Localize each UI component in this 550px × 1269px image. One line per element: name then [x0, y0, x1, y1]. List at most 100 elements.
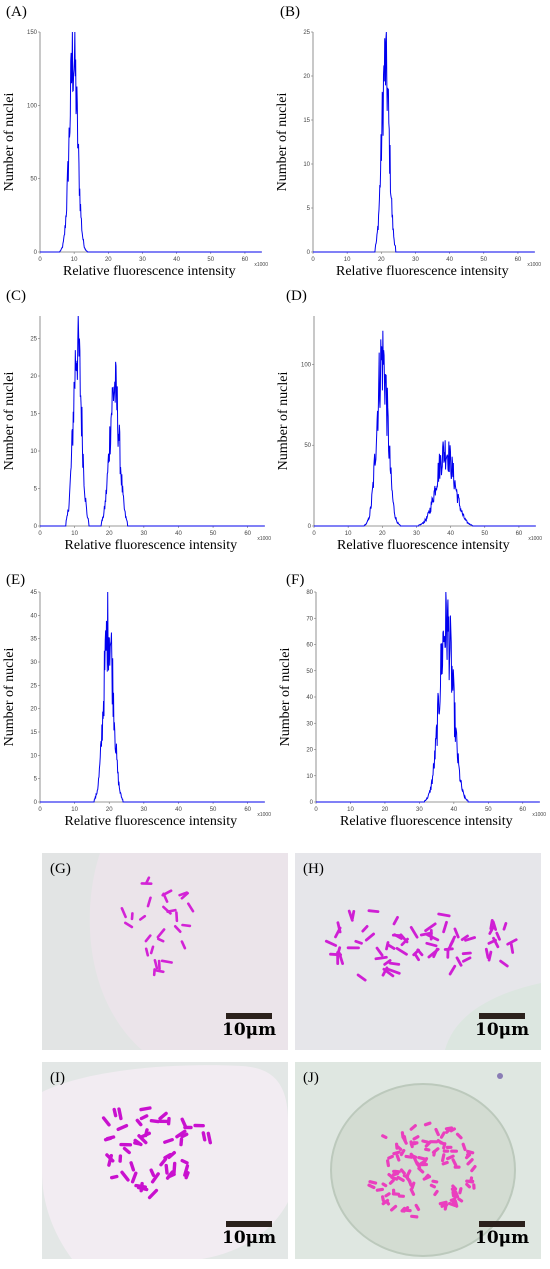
chromosome	[443, 947, 454, 951]
panel-label-g: (G)	[50, 861, 71, 877]
chromosome	[167, 1150, 177, 1160]
histogram-f: 0 10 20 30 40 50 60 x1000 0 10 20 30 40 50 60 70 80	[306, 590, 546, 818]
y-tick-label-b: 5	[307, 206, 311, 212]
chromosome	[116, 1124, 129, 1132]
chromosome	[460, 934, 469, 941]
x-tick-label-e: 50	[210, 807, 217, 813]
chromosome	[404, 1154, 414, 1159]
y-tick-label-a: 0	[34, 250, 38, 256]
chromosome	[183, 1164, 190, 1177]
chromosome	[495, 931, 501, 941]
chromosome	[399, 1148, 406, 1157]
chromosome	[414, 953, 420, 962]
series-line-a	[40, 31, 262, 253]
x-axis-label-e: Relative fluorescence intensity	[64, 814, 238, 829]
chromosome	[375, 946, 384, 957]
chromosome	[381, 1134, 388, 1140]
histogram-c-svg: 0 10 20 30 40 50 60 x1000 0 5 10 15 20 25	[30, 315, 271, 542]
chromosome	[449, 1197, 456, 1202]
y-axis-label-e: Number of nuclei	[2, 647, 17, 747]
chromosome	[405, 1169, 412, 1178]
chromosome	[492, 936, 500, 949]
chromosome	[437, 912, 451, 918]
chromosome	[412, 948, 420, 957]
chromosome	[160, 959, 173, 964]
chromosome	[139, 914, 147, 921]
chromosome	[144, 947, 150, 957]
chromosome	[103, 1136, 113, 1142]
chromosome	[424, 922, 437, 933]
chromosome	[163, 1137, 174, 1144]
chromosome	[112, 1107, 118, 1118]
chromosome	[436, 1138, 443, 1145]
chromosome	[466, 1150, 472, 1157]
chromosome	[424, 1147, 431, 1152]
x-tick-label-e: 10	[71, 807, 78, 813]
x-tick-label-c: 0	[38, 531, 42, 537]
y-tick-label-e: 0	[34, 800, 38, 806]
chromosome	[161, 889, 173, 897]
chromosome	[407, 1178, 413, 1187]
chromosome	[491, 920, 498, 931]
chromosome	[137, 1134, 148, 1145]
y-tick-label-c: 25	[30, 337, 37, 343]
panel-label-e: (E)	[6, 572, 26, 588]
chromosome	[442, 1142, 447, 1150]
scale-bar-g	[226, 1013, 272, 1019]
chromosome	[489, 919, 494, 930]
x-tick-label-d: 20	[379, 531, 386, 537]
chromosome	[206, 1131, 213, 1145]
chromosome	[387, 968, 401, 975]
axes-f	[315, 592, 540, 803]
y-tick-label-b: 25	[303, 30, 310, 36]
x-tick-label-d: 10	[345, 531, 352, 537]
series-line-b	[313, 31, 535, 253]
chromosome	[461, 956, 472, 963]
histogram-f-svg: 0 10 20 30 40 50 60 x1000 0 10 20 30 40 50 60 70 80	[306, 590, 546, 818]
x-tick-label-e: 20	[106, 807, 113, 813]
chromosome	[499, 959, 509, 968]
x-tick-label-b: 50	[480, 257, 487, 263]
chromosome-cluster-i	[101, 1106, 213, 1200]
axes-e	[39, 592, 265, 803]
chromosome	[448, 964, 457, 976]
panel-label-a: (A)	[6, 4, 27, 20]
chromosome	[487, 950, 493, 962]
x-tick-label-a: 60	[242, 257, 249, 263]
micrograph-j-debris	[497, 1073, 503, 1079]
histogram-e: 0 10 20 30 40 50 60 x1000 0 5 10 15 20 25 30 35 40 45	[30, 590, 271, 818]
chromosome	[484, 947, 490, 959]
y-tick-label-f: 60	[306, 643, 313, 649]
chromosome	[465, 1182, 471, 1189]
chromosome	[329, 952, 342, 957]
y-tick-label-d: 0	[308, 524, 312, 530]
y-tick-label-c: 5	[34, 487, 38, 493]
micrograph-g-bare-area	[42, 853, 142, 1050]
chromosome	[144, 934, 152, 943]
x-tick-label-c: 40	[175, 531, 182, 537]
chromosome	[409, 1124, 417, 1131]
chromosome	[455, 956, 463, 967]
chromosome	[120, 1170, 130, 1182]
chromosome	[409, 926, 419, 939]
chromosome	[449, 935, 457, 947]
y-axis-label-c: Number of nuclei	[2, 371, 17, 471]
x-tick-label-e: 40	[175, 807, 182, 813]
y-tick-label-c: 10	[30, 449, 37, 455]
y-tick-label-f: 40	[306, 695, 313, 701]
chromosome	[451, 1158, 458, 1167]
chromosome	[385, 1159, 391, 1168]
y-tick-label-f: 70	[306, 616, 313, 622]
x-tick-label-b: 40	[446, 257, 453, 263]
y-tick-label-c: 15	[30, 412, 37, 418]
x-tick-label-e: 30	[141, 807, 148, 813]
chromosome	[425, 941, 438, 948]
x-tick-label-b: 10	[344, 257, 351, 263]
chromosome	[164, 1163, 169, 1175]
series-line-e	[40, 591, 265, 803]
chromosome	[410, 1181, 416, 1190]
chromosome	[409, 1187, 416, 1196]
chromosome	[150, 1172, 160, 1184]
chromosome	[201, 1131, 207, 1142]
x-tick-label-b: 20	[378, 257, 385, 263]
